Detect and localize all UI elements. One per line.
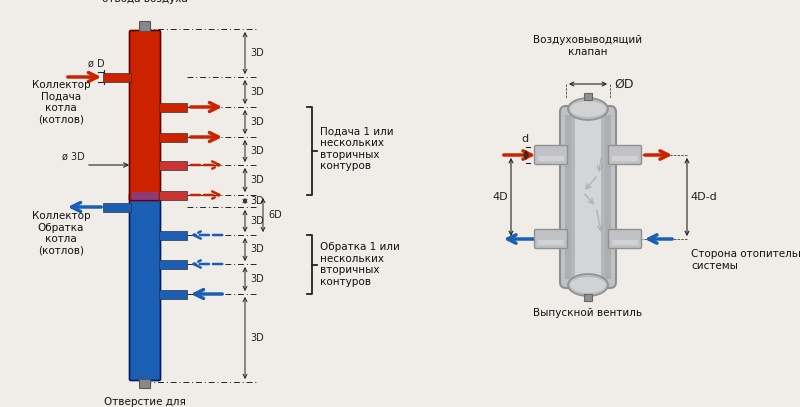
Bar xyxy=(159,260,187,269)
FancyBboxPatch shape xyxy=(534,145,567,164)
Text: 3D: 3D xyxy=(250,117,264,127)
FancyBboxPatch shape xyxy=(560,106,616,288)
Text: 3D: 3D xyxy=(250,48,264,58)
Bar xyxy=(103,72,131,81)
Text: Отверстие для
удаления шлама: Отверстие для удаления шлама xyxy=(98,397,191,407)
FancyBboxPatch shape xyxy=(609,145,642,164)
Ellipse shape xyxy=(568,98,608,120)
Bar xyxy=(538,240,564,245)
Text: Подача 1 или
нескольких
вторичных
контуров: Подача 1 или нескольких вторичных контур… xyxy=(320,127,394,171)
FancyBboxPatch shape xyxy=(534,230,567,249)
FancyBboxPatch shape xyxy=(130,31,161,201)
Bar xyxy=(159,160,187,169)
Bar xyxy=(132,192,158,200)
Text: Коллектор
Обратка
котла
(котлов): Коллектор Обратка котла (котлов) xyxy=(32,211,90,256)
Text: Выпускной вентиль: Выпускной вентиль xyxy=(534,308,642,318)
Text: Воздуховыводящий
клапан: Воздуховыводящий клапан xyxy=(534,35,642,57)
Bar xyxy=(159,190,187,199)
Bar xyxy=(159,230,187,239)
Bar xyxy=(159,133,187,142)
Text: 3D: 3D xyxy=(250,274,264,284)
Text: 4D-d: 4D-d xyxy=(690,192,717,202)
FancyBboxPatch shape xyxy=(601,115,611,279)
Text: Обратка 1 или
нескольких
вторичных
контуров: Обратка 1 или нескольких вторичных конту… xyxy=(320,242,400,287)
Bar xyxy=(612,156,638,161)
Text: Коллектор
Подача
котла
(котлов): Коллектор Подача котла (котлов) xyxy=(32,80,90,125)
Text: 3D: 3D xyxy=(250,196,264,206)
Text: Отверстие для
отвода воздуха: Отверстие для отвода воздуха xyxy=(102,0,188,4)
Ellipse shape xyxy=(570,277,606,293)
Text: 3D: 3D xyxy=(250,87,264,97)
Text: 3D: 3D xyxy=(250,245,264,254)
Text: ø 3D: ø 3D xyxy=(62,152,85,162)
Text: d: d xyxy=(522,134,529,144)
Ellipse shape xyxy=(568,274,608,296)
Text: 6D: 6D xyxy=(268,210,282,220)
Bar xyxy=(159,103,187,112)
Bar xyxy=(584,294,592,301)
Text: ØD: ØD xyxy=(614,77,634,90)
Text: 3D: 3D xyxy=(250,333,264,343)
Text: 3D: 3D xyxy=(250,146,264,156)
Ellipse shape xyxy=(570,101,606,117)
Text: Сторона отопительной
системы: Сторона отопительной системы xyxy=(691,249,800,271)
Bar xyxy=(159,289,187,298)
Bar xyxy=(103,203,131,212)
FancyBboxPatch shape xyxy=(609,230,642,249)
Text: 3D: 3D xyxy=(250,175,264,185)
Bar xyxy=(538,156,564,161)
FancyBboxPatch shape xyxy=(139,379,150,389)
FancyBboxPatch shape xyxy=(130,193,161,381)
FancyBboxPatch shape xyxy=(139,22,150,31)
FancyBboxPatch shape xyxy=(571,113,605,281)
Bar xyxy=(612,240,638,245)
FancyBboxPatch shape xyxy=(565,115,575,279)
Text: 4D: 4D xyxy=(492,192,508,202)
Bar xyxy=(584,93,592,100)
Text: 3D: 3D xyxy=(250,216,264,226)
Text: ø D: ø D xyxy=(88,59,104,69)
